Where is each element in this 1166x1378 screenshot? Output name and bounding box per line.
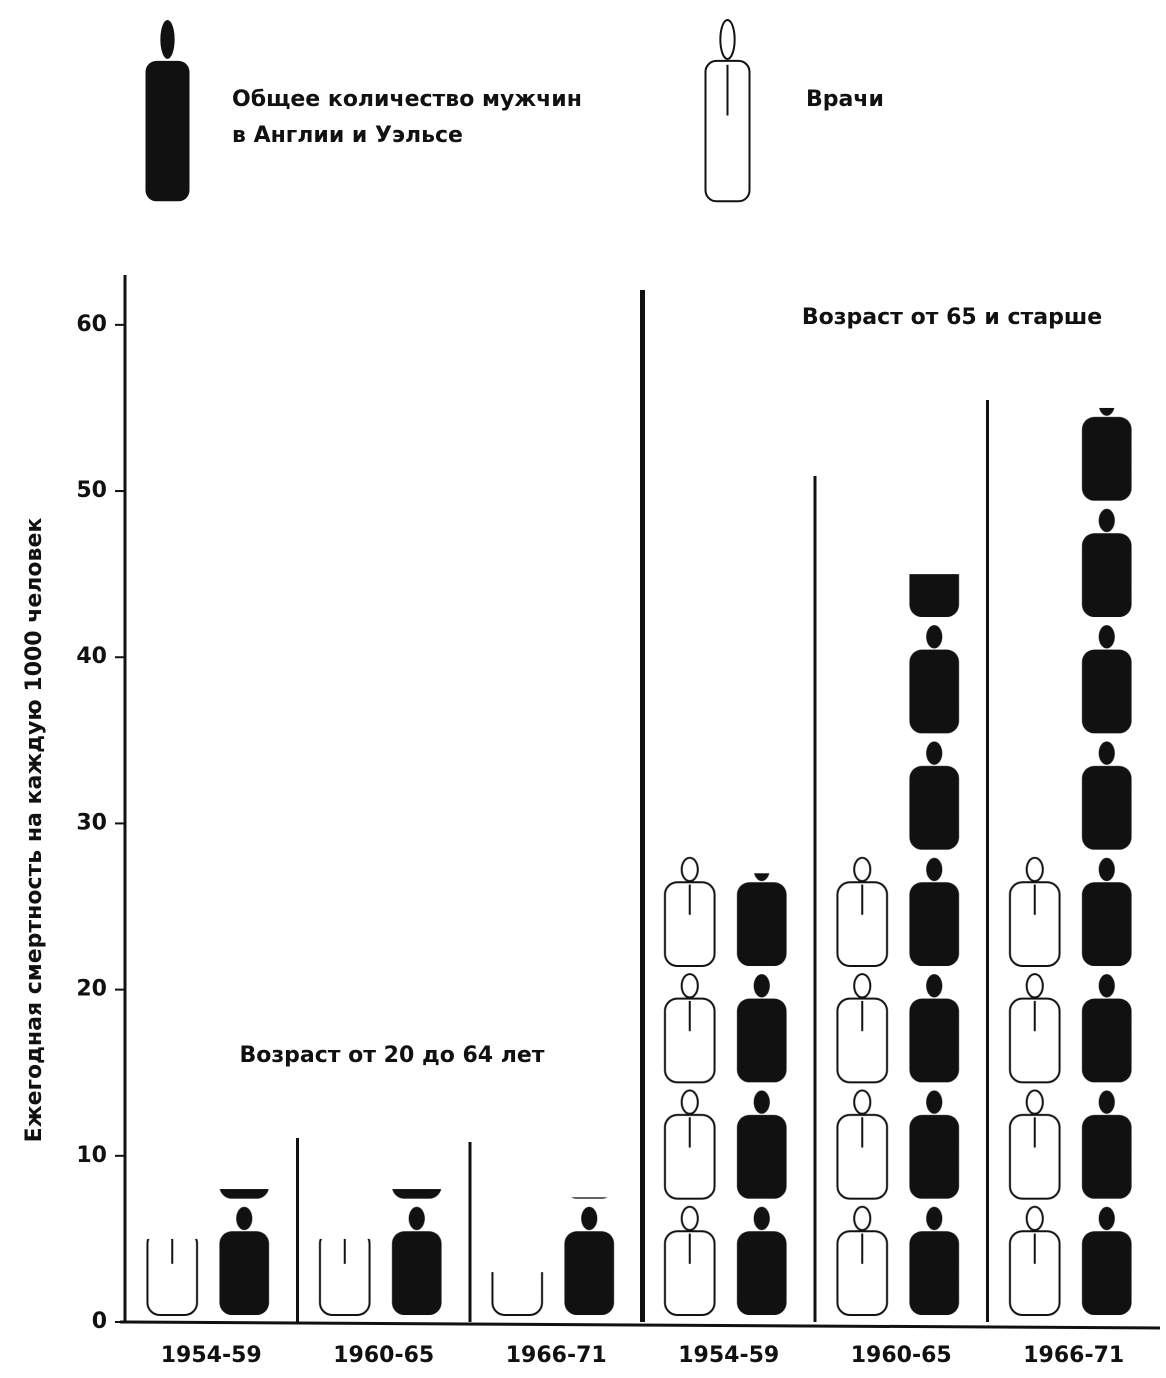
legend-label[interactable]: Общее количество мужчин в Англии и Уэльс… xyxy=(232,82,592,154)
pictogram-bar xyxy=(831,857,893,1322)
pictogram-bar xyxy=(213,1189,275,1322)
y-tick-label: 0 xyxy=(92,1309,107,1334)
y-tick-label: 30 xyxy=(76,810,107,835)
legend-figure xyxy=(706,20,750,201)
y-tick-label: 20 xyxy=(76,977,107,1002)
x-tick-label: 1960-65 xyxy=(333,1343,434,1368)
x-tick-label: 1966-71 xyxy=(1023,1343,1124,1368)
annotation: Возраст от 20 до 64 лет xyxy=(239,1043,544,1068)
y-tick-label: 40 xyxy=(76,644,107,669)
legend-label[interactable]: Врачи xyxy=(806,82,884,118)
y-tick-label: 10 xyxy=(76,1143,107,1168)
chart: Ежегодная смертность на каждую 1000 чело… xyxy=(0,0,1166,1378)
legend-figure xyxy=(146,20,190,201)
x-tick-label: 1966-71 xyxy=(506,1343,607,1368)
pictogram-bar xyxy=(141,1239,203,1322)
pictogram-bar xyxy=(386,1189,448,1322)
x-tick-label: 1960-65 xyxy=(851,1343,952,1368)
pictogram-bar xyxy=(1004,857,1066,1322)
y-tick-label: 50 xyxy=(76,478,107,503)
figure-head xyxy=(720,20,734,59)
x-tick-label: 1954-59 xyxy=(161,1343,262,1368)
pictogram-bar xyxy=(1076,408,1138,1322)
figure-head xyxy=(160,20,174,59)
pictogram-bar xyxy=(731,873,793,1322)
pictogram-bar xyxy=(903,574,965,1322)
figure-body xyxy=(146,61,190,201)
annotation: Возраст от 65 и старше xyxy=(802,305,1102,330)
y-axis-label: Ежегодная смертность на каждую 1000 чело… xyxy=(22,518,47,1143)
pictogram-bar xyxy=(558,1197,620,1322)
x-tick-label: 1954-59 xyxy=(678,1343,779,1368)
chart-page: Ежегодная смертность на каждую 1000 чело… xyxy=(0,0,1166,1378)
x-axis xyxy=(120,1322,1160,1328)
pictogram-bar xyxy=(659,857,721,1322)
pictogram-bar xyxy=(486,1272,548,1322)
y-tick-label: 60 xyxy=(76,312,107,337)
pictogram-bar xyxy=(314,1239,376,1322)
